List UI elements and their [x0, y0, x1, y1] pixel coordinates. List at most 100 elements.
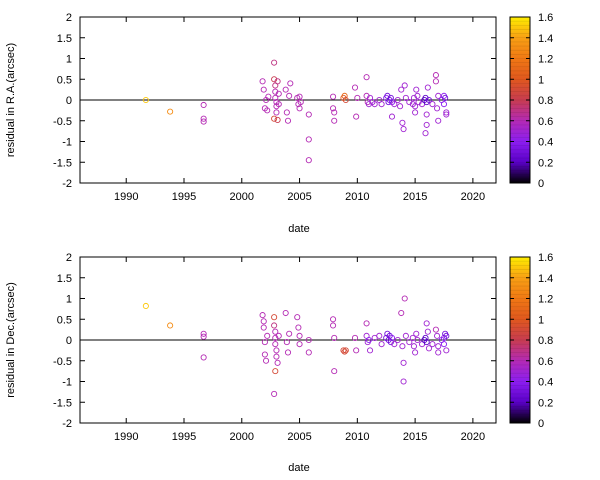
ra-data-point: [442, 94, 449, 101]
ra-data-point: [305, 111, 312, 118]
dec-data-point: [200, 330, 207, 337]
ra-data-point: [412, 109, 419, 116]
dec-data-point: [275, 332, 282, 339]
ra-data-point: [387, 94, 394, 101]
dec-data-point: [394, 336, 401, 344]
dec-data-point: [365, 336, 372, 344]
dec-data-point: [400, 359, 407, 366]
ra-data-point: [297, 99, 304, 106]
dec-data-point: [410, 343, 418, 350]
dec-data-point: [262, 357, 270, 364]
ra-ytick-label: -1: [62, 137, 72, 149]
dec-data-point: [294, 314, 301, 321]
dec-data-point: [376, 332, 383, 339]
ra-data-point: [424, 84, 431, 91]
ra-data-point: [363, 74, 370, 81]
dec-data-point: [353, 347, 360, 354]
dec-ytick-label: -1: [62, 377, 72, 389]
dec-ytick-label: 1: [66, 294, 72, 306]
dec-data-point: [406, 339, 413, 346]
ra-data-point: [284, 117, 292, 124]
ra-xlabel: date: [288, 223, 309, 235]
dec-data-point: [432, 326, 439, 333]
ra-data-point: [271, 115, 278, 122]
ra-data-point: [167, 108, 174, 115]
ra-ytick-label: 2: [66, 12, 72, 24]
ra-data-point: [200, 115, 207, 122]
dec-data-point: [260, 318, 267, 325]
dec-data-point: [284, 349, 292, 356]
dec-data-point: [342, 347, 349, 354]
ra-ytick-label: 1: [66, 54, 72, 66]
dec-xtick-label: 1995: [172, 431, 196, 443]
dec-xtick-label: 2000: [230, 431, 254, 443]
dec-data-point: [274, 359, 281, 366]
ra-plot-area: [79, 16, 497, 184]
ra-data-point: [443, 109, 450, 116]
dec-data-point: [412, 349, 419, 356]
dec-xtick-label: 2010: [345, 431, 369, 443]
ra-data-point: [341, 92, 348, 99]
dec-ytick-label: 0.5: [57, 314, 72, 326]
ra-data-point: [142, 96, 149, 104]
ra-ytick-label: -0.5: [53, 116, 72, 128]
ra-data-point: [423, 121, 430, 128]
dec-xtick-label: 1990: [114, 431, 138, 443]
dec-data-point: [424, 328, 431, 335]
ra-data-point: [412, 103, 419, 110]
dec-data-point: [435, 343, 442, 350]
ra-data-point: [287, 80, 294, 87]
dec-data-point: [273, 353, 280, 360]
ra-ytick-label: 0.5: [57, 74, 72, 86]
dec-data-point: [282, 309, 289, 317]
ra-data-point: [435, 117, 442, 124]
dec-ytick-label: -0.5: [53, 356, 72, 368]
ra-data-point: [259, 78, 266, 85]
dec-data-point: [402, 332, 409, 339]
dec-data-point: [341, 348, 348, 355]
ra-data-point: [305, 157, 312, 164]
ra-ticks: -2 -1.5 -1 -0.5 0 0.5 1 1.5 2 1990 1995 2000 2005 201…: [53, 12, 496, 203]
dec-data-point: [296, 332, 303, 339]
ra-xtick-label: 2000: [230, 191, 254, 203]
dec-data-point: [414, 336, 421, 344]
dec-data-point: [423, 339, 430, 346]
ra-data-point: [274, 116, 281, 123]
dec-data-point: [400, 378, 407, 385]
dec-data-point: [295, 324, 302, 331]
ra-colorbar-tick-label: 0.6: [538, 116, 553, 128]
ra-data-point: [432, 72, 439, 79]
dec-data-point: [272, 368, 279, 375]
dec-data-point: [330, 316, 337, 323]
dec-ytick-label: -1.5: [53, 397, 72, 409]
ra-data-point: [342, 96, 349, 104]
ra-xtick-label: 1990: [114, 191, 138, 203]
dec-data-point: [378, 341, 385, 348]
dec-ytick-label: 2: [66, 252, 72, 264]
dec-data-point: [261, 351, 268, 358]
dec-data-point: [271, 322, 278, 329]
ra-xtick-label: 2020: [461, 191, 485, 203]
ra-data-point: [394, 96, 401, 104]
ra-colorbar-tick-label: 0.4: [538, 137, 553, 149]
ra-data-point: [275, 101, 282, 108]
ra-colorbar-tick-label: 0.2: [538, 157, 553, 169]
dec-data-point: [264, 332, 271, 339]
dec-data-point: [429, 341, 436, 348]
dec-data-point: [142, 302, 149, 310]
dec-colorbar-tick-label: 1: [538, 314, 544, 326]
dec-ytick-label: 1.5: [57, 273, 72, 285]
dec-ytick-label: 0: [66, 335, 72, 347]
ra-data-point: [398, 86, 405, 93]
ra-data-point: [440, 101, 448, 108]
ra-data-point: [330, 105, 337, 112]
ra-data-point: [397, 103, 404, 110]
dec-data-point: [425, 345, 433, 352]
ra-data-point: [272, 94, 279, 101]
dec-colorbar-tick-label: 0: [538, 418, 544, 430]
ra-data-point: [371, 101, 378, 108]
dec-data-point: [200, 333, 207, 340]
ra-data-point: [432, 78, 439, 85]
ra-xtick-label: 2005: [287, 191, 311, 203]
ra-colorbar-tick-label: 1.4: [538, 33, 553, 45]
